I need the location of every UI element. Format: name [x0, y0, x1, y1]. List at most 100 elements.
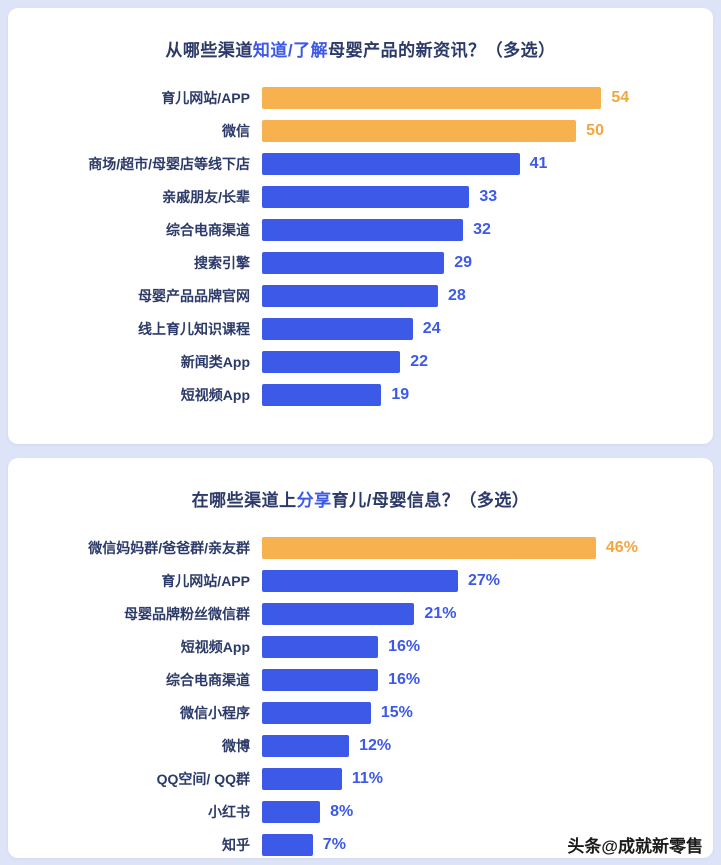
bar-row: 综合电商渠道 16% — [24, 663, 683, 696]
value-label: 46% — [605, 538, 638, 556]
bar-area: 24 — [262, 317, 683, 340]
bar — [262, 536, 596, 559]
bar — [262, 833, 313, 856]
value-label: 50 — [586, 121, 604, 139]
category-label: 微信妈妈群/爸爸群/亲友群 — [88, 539, 250, 556]
bar — [262, 602, 415, 625]
bar — [262, 86, 602, 109]
bar-row: 育儿网站/APP 27% — [24, 564, 683, 597]
bar-rows: 育儿网站/APP 54 微信 50 商场/超市/母婴店等线下店 41 亲戚朋友/长辈 33 综合… — [8, 81, 713, 411]
bar-row: 母婴产品品牌官网 28 — [24, 279, 683, 312]
value-label: 24 — [422, 319, 441, 337]
category-label: 育儿网站/APP — [161, 572, 250, 589]
category-label: 短视频App — [180, 386, 250, 403]
bar-row: 商场/超市/母婴店等线下店 41 — [24, 147, 683, 180]
category-label: 新闻类App — [180, 353, 250, 370]
bar — [262, 734, 350, 757]
bar-area: 8% — [262, 800, 683, 823]
bar-row: 小红书 8% — [24, 795, 683, 828]
value-label: 15% — [380, 703, 413, 721]
value-label: 16% — [388, 637, 421, 655]
value-label: 16% — [388, 670, 421, 688]
bar-row: 线上育儿知识课程 24 — [24, 312, 683, 345]
bar-row: QQ空间/ QQ群 11% — [24, 762, 683, 795]
value-label: 8% — [330, 802, 354, 820]
chart-card-awareness-channels: 从哪些渠道知道/了解母婴产品的新资讯？（多选） 育儿网站/APP 54 微信 50 商场… — [8, 8, 713, 444]
bar — [262, 800, 321, 823]
category-label: 综合电商渠道 — [166, 671, 250, 688]
bar — [262, 350, 401, 373]
bar-area: 15% — [262, 701, 683, 724]
bar — [262, 317, 413, 340]
category-label: 微信小程序 — [180, 704, 250, 721]
bar-area: 16% — [262, 635, 683, 658]
bar — [262, 218, 464, 241]
value-label: 28 — [447, 286, 466, 304]
bar-area: 33 — [262, 185, 683, 208]
bar-area: 28 — [262, 284, 683, 307]
bar — [262, 152, 520, 175]
bar-row: 搜索引擎 29 — [24, 246, 683, 279]
bar-area: 54 — [262, 86, 683, 109]
chart-title-segment: 育儿/母婴信息？（多选） — [331, 491, 530, 510]
bar — [262, 185, 470, 208]
bar-row: 微博 12% — [24, 729, 683, 762]
chart-title-segment: 从哪些渠道 — [165, 41, 253, 60]
bar-row: 微信妈妈群/爸爸群/亲友群 46% — [24, 531, 683, 564]
value-label: 22 — [410, 352, 429, 370]
category-label: 综合电商渠道 — [166, 221, 250, 238]
bar-rows: 微信妈妈群/爸爸群/亲友群 46% 育儿网站/APP 27% 母婴品牌粉丝微信群 21% 短… — [8, 531, 713, 861]
bar-row: 知乎 7% — [24, 828, 683, 861]
bar-area: 11% — [262, 767, 683, 790]
bar — [262, 701, 371, 724]
bar-area: 41 — [262, 152, 683, 175]
category-label: 小红书 — [208, 803, 250, 820]
bar — [262, 767, 342, 790]
chart-title: 在哪些渠道上分享育儿/母婴信息？（多选） — [18, 486, 703, 511]
value-label: 27% — [467, 571, 500, 589]
watermark-text: 头条@成就新零售 — [567, 837, 703, 856]
category-label: 短视频App — [180, 638, 250, 655]
bar-area: 46% — [262, 536, 683, 559]
category-label: 微博 — [222, 737, 250, 754]
category-label: 商场/超市/母婴店等线下店 — [88, 155, 250, 172]
bar-row: 短视频App 19 — [24, 378, 683, 411]
bar-area: 32 — [262, 218, 683, 241]
bar — [262, 668, 379, 691]
bar — [262, 284, 438, 307]
bar-row: 微信 50 — [24, 114, 683, 147]
chart-title-highlight: 知道/了解 — [252, 41, 329, 60]
bar-area: 29 — [262, 251, 683, 274]
category-label: 母婴产品品牌官网 — [138, 287, 250, 304]
value-label: 12% — [359, 736, 392, 754]
bar-area: 7% — [262, 833, 683, 856]
category-label: QQ空间/ QQ群 — [156, 770, 250, 787]
bar-area: 21% — [262, 602, 683, 625]
value-label: 33 — [479, 187, 498, 205]
category-label: 知乎 — [222, 836, 250, 853]
bar-row: 育儿网站/APP 54 — [24, 81, 683, 114]
value-label: 19 — [391, 385, 410, 403]
category-label: 搜索引擎 — [194, 254, 250, 271]
chart-title: 从哪些渠道知道/了解母婴产品的新资讯？（多选） — [18, 36, 703, 61]
bar — [262, 569, 458, 592]
bar-row: 综合电商渠道 32 — [24, 213, 683, 246]
chart-title-segment: 母婴产品的新资讯？（多选） — [328, 41, 556, 60]
bar-area: 16% — [262, 668, 683, 691]
value-label: 21% — [424, 604, 457, 622]
bar-row: 短视频App 16% — [24, 630, 683, 663]
category-label: 育儿网站/APP — [161, 89, 250, 106]
chart-title-segment: 在哪些渠道上 — [191, 491, 297, 510]
category-label: 母婴品牌粉丝微信群 — [124, 605, 250, 622]
value-label: 29 — [454, 253, 473, 271]
bar-area: 12% — [262, 734, 683, 757]
bar — [262, 383, 382, 406]
value-label: 32 — [473, 220, 491, 238]
bar-row: 微信小程序 15% — [24, 696, 683, 729]
bar-row: 新闻类App 22 — [24, 345, 683, 378]
value-label: 54 — [611, 88, 630, 106]
bar-area: 19 — [262, 383, 683, 406]
bar — [262, 119, 577, 142]
bar-area: 22 — [262, 350, 683, 373]
bar — [262, 251, 445, 274]
